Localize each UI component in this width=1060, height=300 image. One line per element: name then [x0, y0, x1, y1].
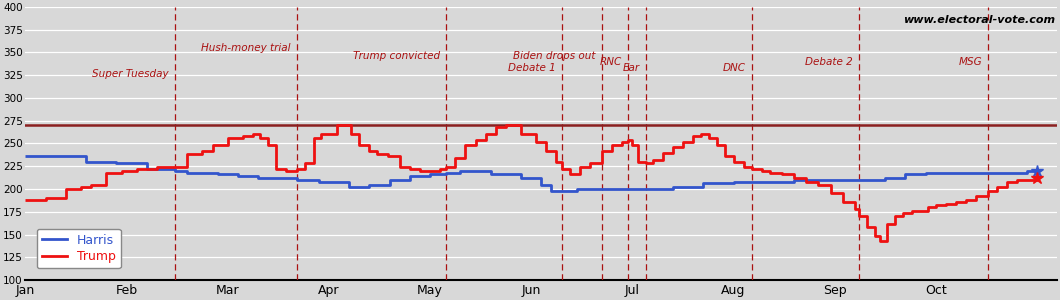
Text: Trump convicted: Trump convicted — [353, 50, 440, 61]
Text: Biden drops out: Biden drops out — [513, 50, 596, 61]
Text: Hush-money trial: Hush-money trial — [201, 43, 290, 53]
Text: Ear: Ear — [622, 63, 639, 73]
Text: Debate 2: Debate 2 — [806, 57, 853, 67]
Legend: Harris, Trump: Harris, Trump — [37, 229, 121, 268]
Text: www.electoral-vote.com: www.electoral-vote.com — [903, 15, 1055, 25]
Text: RNC: RNC — [600, 57, 622, 67]
Text: Debate 1: Debate 1 — [508, 63, 555, 73]
Text: MSG: MSG — [958, 57, 983, 67]
Text: DNC: DNC — [723, 63, 745, 73]
Text: Super Tuesday: Super Tuesday — [92, 69, 170, 79]
